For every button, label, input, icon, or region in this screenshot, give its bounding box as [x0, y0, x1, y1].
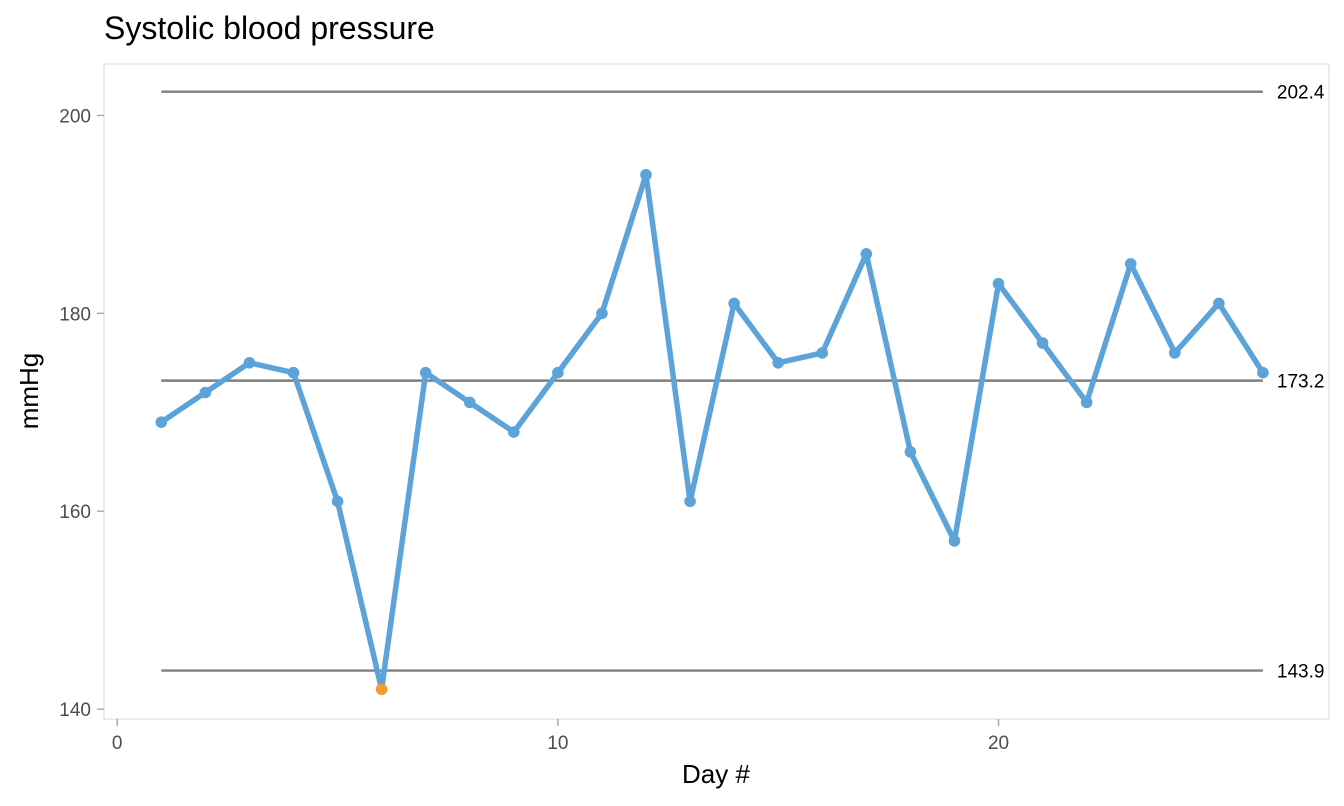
data-point: [1036, 337, 1049, 349]
reference-line-label: 202.4: [1277, 83, 1325, 104]
data-point: [287, 366, 300, 379]
series-line: [158, 172, 1266, 693]
data-point: [155, 416, 168, 428]
data-point: [948, 535, 961, 547]
data-point: [1257, 366, 1269, 379]
x-axis: 0 10 20: [112, 719, 1009, 754]
data-point: [1213, 297, 1225, 310]
data-point: [992, 277, 1005, 290]
data-point: [463, 396, 476, 409]
x-tick-label: 0: [112, 733, 123, 754]
data-points: [155, 169, 1269, 696]
data-point: [331, 495, 344, 508]
y-axis-title: mmHg: [14, 353, 44, 430]
data-point: [243, 357, 256, 369]
data-point: [419, 366, 432, 379]
data-point: [552, 366, 564, 379]
data-point: [596, 307, 608, 320]
y-tick-label: 140: [59, 700, 91, 721]
data-point: [684, 495, 696, 508]
x-axis-title: Day #: [682, 759, 750, 789]
data-point: [904, 446, 917, 458]
reference-line-label: 173.2: [1277, 372, 1325, 393]
highlighted-data-point: [375, 683, 388, 696]
data-point: [1080, 396, 1093, 409]
data-point: [772, 357, 784, 369]
y-tick-label: 200: [59, 106, 91, 127]
y-tick-label: 160: [59, 502, 91, 523]
data-point: [640, 169, 652, 181]
data-point: [1168, 347, 1181, 359]
y-tick-label: 180: [59, 304, 91, 325]
y-axis: 140 160 180 200: [59, 106, 104, 721]
x-tick-label: 20: [988, 733, 1009, 754]
data-point: [816, 347, 829, 359]
reference-line-label: 143.9: [1277, 662, 1325, 683]
data-point: [1124, 258, 1137, 270]
reference-lines: 202.4 173.2 143.9: [161, 83, 1325, 683]
chart-title: Systolic blood pressure: [104, 10, 435, 46]
x-tick-label: 10: [547, 733, 568, 754]
data-point: [728, 297, 740, 310]
data-point: [508, 426, 520, 438]
data-point: [199, 386, 212, 399]
data-point: [860, 248, 873, 260]
plot-panel: [103, 63, 1330, 720]
